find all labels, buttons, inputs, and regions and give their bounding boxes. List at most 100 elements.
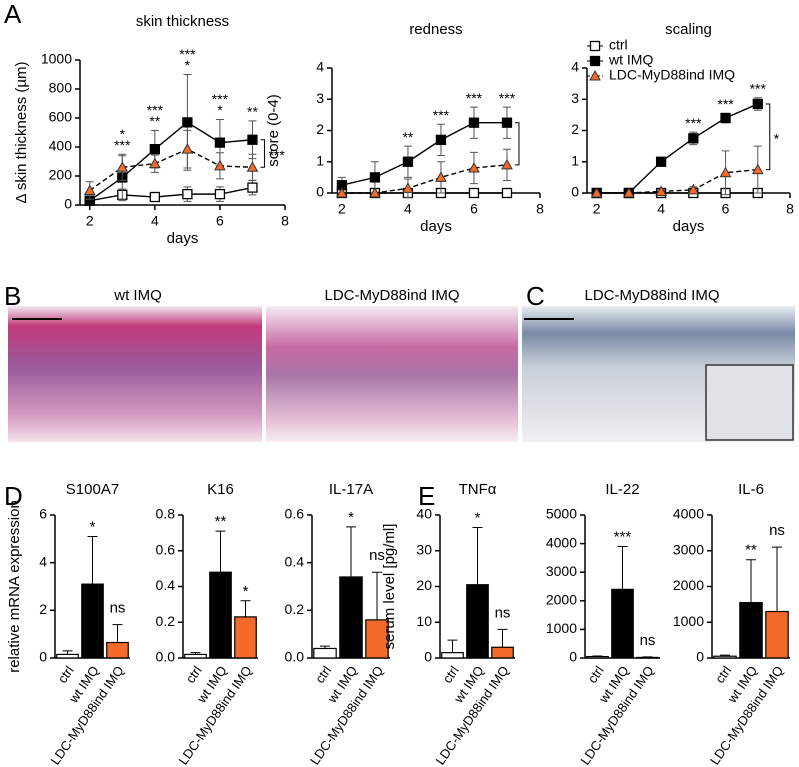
significance: ns (110, 600, 126, 617)
marker (247, 182, 258, 193)
error-bar (772, 546, 782, 612)
panel-label: D (4, 481, 23, 511)
x-tick-label: 2 (86, 213, 94, 229)
image-caption: LDC-MyD88ind IMQ (584, 287, 719, 304)
marker (751, 163, 764, 175)
significance: *** (466, 90, 483, 106)
marker (214, 159, 226, 171)
y-tick-label: 0 (64, 196, 72, 212)
y-tick-label: 0.2 (156, 613, 176, 629)
significance: *** (614, 528, 632, 545)
significance: *** (179, 46, 196, 62)
series-line (341, 164, 508, 194)
y-tick-label: 0.6 (285, 506, 305, 522)
marker (214, 188, 226, 200)
error-bar (497, 628, 508, 648)
marker (501, 187, 513, 199)
significance: ** (215, 513, 227, 530)
significance: * (475, 509, 481, 526)
bar (81, 583, 104, 659)
x-tick-label: 6 (470, 201, 478, 217)
bar (636, 656, 659, 659)
y-tick-label: 0.0 (156, 649, 176, 665)
x-axis-label: days (673, 218, 705, 235)
marker (655, 185, 667, 196)
y-tick-label: 0.4 (156, 577, 176, 593)
x-tick-label: 6 (722, 201, 730, 217)
legend-marker (589, 69, 601, 81)
significance: * (243, 583, 249, 600)
chart-title: K16 (207, 481, 234, 498)
y-tick-label: 3 (571, 90, 579, 106)
significance: * (185, 57, 191, 73)
error-bar (215, 530, 226, 573)
y-tick-label: 3000 (673, 541, 704, 557)
chart-title: redness (409, 21, 462, 38)
marker (149, 191, 160, 203)
marker (369, 172, 381, 183)
series-line (341, 121, 507, 186)
bar (441, 652, 464, 659)
x-tick-label: 4 (404, 201, 412, 217)
x-tick-label: ctrl (712, 663, 734, 686)
y-axis-label: serum level [pg/ml] (381, 524, 398, 650)
y-axis-label: score (0-4) (265, 94, 282, 167)
marker (688, 133, 699, 144)
marker (402, 156, 414, 167)
y-tick-label: 0 (569, 649, 577, 665)
marker (752, 98, 763, 110)
y-tick-label: 1 (316, 152, 324, 168)
marker (182, 117, 193, 128)
bar (209, 571, 232, 659)
y-tick-label: 2 (39, 601, 47, 617)
marker (402, 182, 414, 193)
marker (435, 171, 447, 182)
y-tick-label: 2000 (673, 577, 704, 593)
y-tick-label: 1000 (41, 51, 72, 67)
marker (468, 187, 480, 199)
image-wt (8, 306, 262, 442)
bar (184, 653, 207, 659)
y-tick-label: 0.8 (156, 506, 176, 522)
y-tick-label: 0 (316, 184, 324, 200)
y-tick-label: 0 (571, 184, 579, 200)
error-bar (472, 527, 483, 585)
marker (246, 161, 259, 172)
bracket (260, 139, 265, 168)
significance: ns (640, 632, 656, 649)
x-tick-label: ctrl (585, 663, 607, 686)
error-bar (346, 526, 356, 577)
y-tick-label: 0 (696, 649, 704, 665)
y-tick-label: 4000 (546, 534, 577, 550)
chart-title: S100A7 (66, 481, 119, 498)
y-tick-label: 400 (49, 138, 73, 154)
marker (116, 161, 129, 172)
chart-title: IL-22 (605, 481, 639, 498)
bar (313, 647, 337, 659)
series-line (596, 103, 759, 194)
panel-label: E (418, 481, 435, 511)
legend-label: ctrl (609, 37, 628, 53)
marker (83, 184, 96, 195)
y-axis-label: relative mRNA expression (6, 500, 23, 673)
chart-title: skin thickness (136, 13, 229, 30)
bar (234, 616, 257, 659)
y-tick-label: 0.0 (285, 649, 305, 665)
chart-title: TNFα (459, 481, 497, 498)
series-line (89, 148, 253, 192)
y-tick-label: 600 (49, 109, 73, 125)
bar (339, 576, 363, 659)
significance: *** (147, 102, 164, 118)
significance: *** (212, 91, 229, 107)
y-tick-label: 0 (39, 649, 47, 665)
marker (336, 186, 348, 198)
bracket-label: *** (268, 147, 285, 163)
error-bar (720, 654, 730, 657)
bar (106, 641, 129, 659)
x-tick-label: ctrl (55, 663, 77, 686)
significance: *** (499, 90, 516, 106)
x-tick-label: 8 (536, 201, 544, 217)
y-tick-label: 2 (316, 121, 324, 137)
error-bar (617, 545, 628, 590)
